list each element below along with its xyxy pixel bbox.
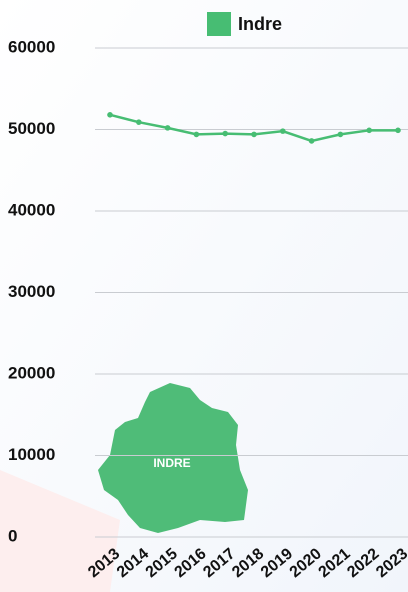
- point: [251, 131, 257, 138]
- point: [337, 131, 344, 138]
- y-tick-label: 20000: [8, 363, 55, 382]
- point: [366, 127, 373, 134]
- point: [193, 131, 200, 138]
- decor: [0, 470, 120, 592]
- y-tick-label: 10000: [8, 445, 55, 464]
- point: [136, 119, 142, 125]
- map-shape: [98, 383, 248, 533]
- y-tick-label: 50000: [8, 119, 55, 138]
- legend-swatch: [207, 12, 231, 36]
- point: [222, 130, 228, 137]
- y-tick-label: 40000: [8, 200, 55, 219]
- y-tick-label: 30000: [8, 282, 55, 301]
- map-label: INDRE: [153, 456, 190, 470]
- y-tick-label: 60000: [8, 37, 55, 56]
- point: [280, 128, 286, 134]
- legend-label: Indre: [238, 14, 282, 34]
- point: [164, 125, 171, 131]
- point: [395, 127, 401, 134]
- y-tick-label: 0: [8, 526, 17, 545]
- point: [308, 138, 315, 144]
- point: [107, 112, 113, 118]
